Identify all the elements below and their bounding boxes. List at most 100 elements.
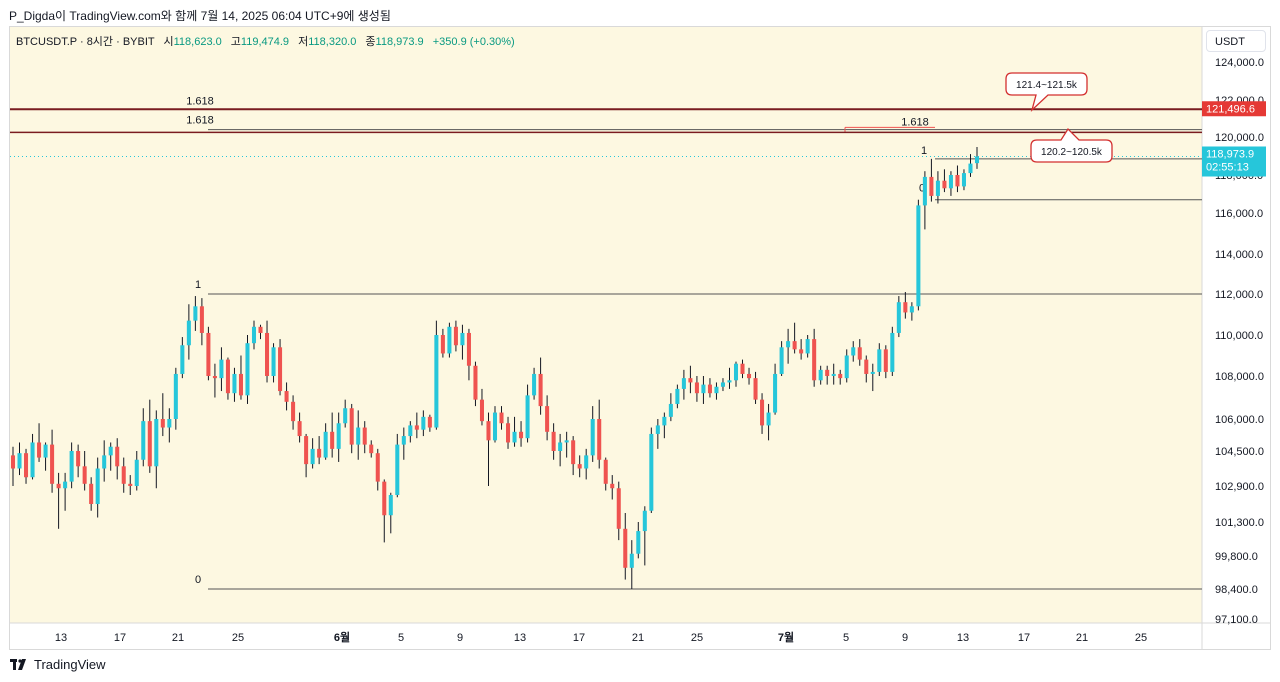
candle-body: [408, 425, 413, 437]
candle-body: [17, 453, 22, 469]
candle-body: [799, 349, 804, 354]
candle: [974, 146, 980, 169]
callout-box: [1005, 72, 1088, 113]
price-tick-label: 116,000.0: [1215, 208, 1263, 220]
candle-body: [707, 384, 712, 394]
candle-body: [24, 453, 29, 478]
last-price-badge-text: 118,973.9: [1206, 148, 1254, 160]
candle: [935, 171, 940, 204]
candle: [773, 363, 778, 415]
candle: [414, 412, 419, 439]
high-label: 고: [230, 36, 241, 48]
candle: [167, 408, 172, 443]
candle: [649, 427, 654, 513]
candle-body: [219, 359, 224, 379]
candle: [551, 423, 556, 460]
candle: [616, 481, 621, 541]
time-tick-label: 21: [632, 632, 644, 644]
candle-body: [922, 176, 927, 206]
fib-level-label: 1: [921, 145, 927, 157]
candle: [701, 376, 706, 404]
candle-body: [733, 363, 739, 381]
candle-body: [929, 176, 934, 196]
candle: [408, 421, 413, 443]
tradingview-logo-icon: [10, 658, 26, 670]
candle: [877, 343, 882, 376]
candle: [212, 363, 217, 398]
candle-body: [180, 345, 185, 374]
fib-level-label: 1: [195, 279, 201, 291]
candle-body: [590, 419, 595, 456]
candle: [82, 451, 87, 491]
candle: [238, 355, 243, 400]
candle: [512, 416, 517, 447]
candle-body: [681, 378, 686, 389]
symbol-name[interactable]: BTCUSDT.P · 8시간 · BYBIT: [16, 36, 155, 48]
candle-body: [805, 339, 810, 354]
candle-body: [499, 412, 504, 424]
candle-body: [903, 302, 908, 313]
candle-body: [466, 332, 471, 366]
resistance-price-badge: 121,496.6: [1202, 101, 1266, 117]
candle-body: [870, 371, 875, 374]
candle: [453, 320, 458, 352]
candle: [160, 393, 165, 437]
candle-body: [388, 495, 393, 516]
candle: [388, 492, 393, 534]
price-chart[interactable]: 124,000.0122,000.0120,000.0118,000.0116,…: [10, 27, 1270, 649]
candle-body: [779, 347, 784, 374]
time-tick-label: 17: [114, 632, 126, 644]
time-tick-label: 5: [843, 632, 849, 644]
candle: [479, 388, 484, 426]
price-tick-label: 99,800.0: [1215, 551, 1258, 563]
candle-body: [232, 373, 237, 394]
candle-body: [206, 332, 211, 376]
price-tick-label: 124,000.0: [1215, 57, 1264, 69]
candle: [199, 298, 204, 346]
candle: [499, 406, 504, 430]
candle: [610, 475, 615, 500]
candle: [310, 438, 315, 469]
candle-body: [128, 483, 133, 486]
candle-body: [193, 306, 198, 321]
candle-body: [271, 347, 276, 376]
candle-body: [825, 369, 830, 376]
candle: [401, 427, 406, 460]
candle-body: [440, 335, 445, 354]
candle: [278, 339, 283, 396]
candle-body: [69, 451, 74, 482]
candle: [304, 433, 309, 478]
candle-body: [571, 440, 576, 465]
candle-body: [545, 406, 550, 432]
candle: [558, 433, 563, 467]
candle: [108, 442, 113, 471]
candle-body: [160, 419, 165, 428]
candle: [10, 446, 16, 486]
candle: [291, 395, 296, 430]
footer-brand[interactable]: TradingView: [10, 656, 106, 672]
candle-body: [675, 388, 680, 404]
candle: [336, 412, 341, 462]
candle-body: [141, 421, 146, 460]
candle: [284, 382, 289, 411]
candle-body: [909, 306, 914, 313]
candle: [356, 410, 361, 460]
candle-body: [597, 419, 602, 460]
candle: [792, 322, 797, 354]
candle-body: [610, 483, 615, 489]
candle: [584, 448, 589, 480]
candle: [37, 423, 42, 462]
candle-body: [421, 416, 426, 430]
candle-body: [82, 466, 87, 484]
candle: [193, 296, 198, 331]
candle: [50, 429, 55, 493]
candle: [349, 403, 354, 454]
currency-unit-button[interactable]: USDT: [1206, 30, 1266, 52]
candle: [43, 442, 48, 471]
candle-body: [323, 431, 328, 458]
candle-body: [851, 347, 856, 356]
candle: [857, 339, 862, 366]
candle-body: [760, 399, 765, 426]
candle: [577, 455, 582, 478]
candle-body: [63, 481, 68, 489]
